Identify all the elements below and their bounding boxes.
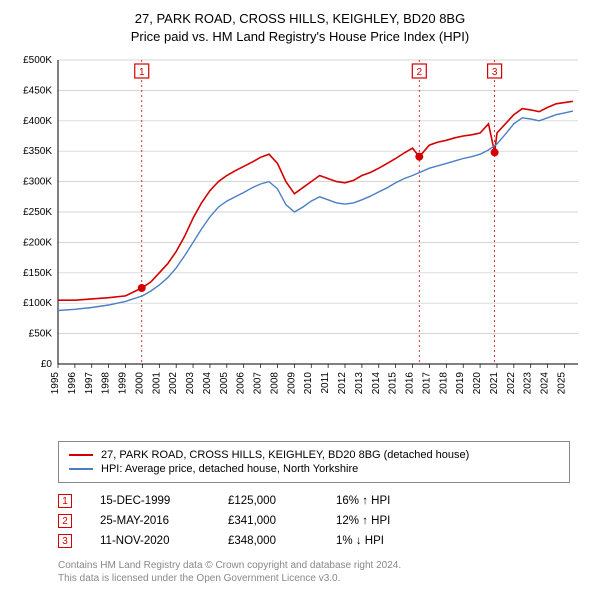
- legend-label: HPI: Average price, detached house, Nort…: [101, 463, 358, 475]
- marker-row-delta: 12% ↑ HPI: [336, 515, 426, 527]
- svg-text:1996: 1996: [67, 372, 78, 395]
- svg-text:2010: 2010: [303, 372, 314, 395]
- svg-text:£200K: £200K: [23, 238, 52, 249]
- svg-text:1995: 1995: [50, 372, 61, 395]
- svg-text:2006: 2006: [236, 372, 247, 395]
- marker-dot: [415, 153, 423, 161]
- svg-text:2001: 2001: [151, 372, 162, 395]
- legend-label: 27, PARK ROAD, CROSS HILLS, KEIGHLEY, BD…: [101, 449, 469, 461]
- marker-row-number: 3: [58, 534, 72, 548]
- svg-text:2011: 2011: [320, 372, 331, 394]
- footer: Contains HM Land Registry data © Crown c…: [58, 559, 570, 585]
- svg-text:2003: 2003: [185, 372, 196, 395]
- marker-row: 3 11-NOV-2020 £348,000 1% ↓ HPI: [58, 531, 570, 551]
- marker-row-delta: 1% ↓ HPI: [336, 535, 426, 547]
- svg-text:2009: 2009: [286, 372, 297, 395]
- svg-text:2024: 2024: [540, 372, 551, 395]
- svg-text:2015: 2015: [388, 372, 399, 395]
- svg-text:2016: 2016: [405, 372, 416, 395]
- svg-text:£450K: £450K: [23, 86, 52, 97]
- svg-text:£150K: £150K: [23, 268, 52, 279]
- legend-swatch: [69, 468, 93, 470]
- chart: £0 £50K £100K £150K £200K £250K £300K £350K £400…: [10, 52, 590, 435]
- marker-dot: [138, 284, 146, 292]
- footer-line-2: This data is licensed under the Open Gov…: [58, 572, 570, 585]
- marker-row-date: 11-NOV-2020: [100, 535, 200, 547]
- svg-text:2013: 2013: [354, 372, 365, 395]
- marker-box-number: 2: [417, 67, 423, 78]
- legend-swatch: [69, 454, 93, 456]
- svg-text:2022: 2022: [506, 372, 517, 395]
- svg-text:2000: 2000: [134, 372, 145, 395]
- marker-row-price: £341,000: [228, 515, 308, 527]
- root: 27, PARK ROAD, CROSS HILLS, KEIGHLEY, BD…: [0, 0, 600, 590]
- legend-row: HPI: Average price, detached house, Nort…: [69, 462, 559, 476]
- svg-text:2023: 2023: [523, 372, 534, 395]
- title-line-1: 27, PARK ROAD, CROSS HILLS, KEIGHLEY, BD…: [10, 10, 590, 28]
- svg-text:1997: 1997: [84, 372, 95, 395]
- svg-text:1998: 1998: [101, 372, 112, 395]
- legend-row: 27, PARK ROAD, CROSS HILLS, KEIGHLEY, BD…: [69, 448, 559, 462]
- marker-row-delta: 16% ↑ HPI: [336, 495, 426, 507]
- svg-text:2008: 2008: [269, 372, 280, 395]
- svg-text:2014: 2014: [371, 372, 382, 395]
- svg-text:2012: 2012: [337, 372, 348, 395]
- svg-text:£0: £0: [41, 359, 53, 370]
- svg-text:£100K: £100K: [23, 299, 52, 310]
- svg-text:2021: 2021: [489, 372, 500, 395]
- marker-row-date: 25-MAY-2016: [100, 515, 200, 527]
- marker-box-number: 1: [139, 67, 145, 78]
- marker-row: 1 15-DEC-1999 £125,000 16% ↑ HPI: [58, 491, 570, 511]
- svg-text:2002: 2002: [168, 372, 179, 395]
- chart-svg: £0 £50K £100K £150K £200K £250K £300K £350K £400…: [10, 52, 590, 412]
- marker-dot: [491, 149, 499, 157]
- svg-text:£300K: £300K: [23, 177, 52, 188]
- svg-text:2004: 2004: [202, 372, 213, 395]
- footer-line-1: Contains HM Land Registry data © Crown c…: [58, 559, 570, 572]
- marker-table: 1 15-DEC-1999 £125,000 16% ↑ HPI 2 25-MAY-201…: [58, 491, 570, 551]
- svg-text:2025: 2025: [556, 372, 567, 395]
- svg-text:£350K: £350K: [23, 147, 52, 158]
- svg-text:2020: 2020: [472, 372, 483, 395]
- svg-text:2017: 2017: [421, 372, 432, 395]
- marker-row-price: £125,000: [228, 495, 308, 507]
- title-line-2: Price paid vs. HM Land Registry's House …: [10, 28, 590, 46]
- marker-row-date: 15-DEC-1999: [100, 495, 200, 507]
- svg-text:2005: 2005: [219, 372, 230, 395]
- svg-text:2018: 2018: [438, 372, 449, 395]
- svg-text:£250K: £250K: [23, 207, 52, 218]
- title-block: 27, PARK ROAD, CROSS HILLS, KEIGHLEY, BD…: [10, 10, 590, 46]
- svg-text:2019: 2019: [455, 372, 466, 395]
- svg-text:£50K: £50K: [29, 329, 53, 340]
- svg-text:2007: 2007: [253, 372, 264, 395]
- legend: 27, PARK ROAD, CROSS HILLS, KEIGHLEY, BD…: [58, 441, 570, 483]
- marker-box-number: 3: [492, 67, 498, 78]
- marker-row: 2 25-MAY-2016 £341,000 12% ↑ HPI: [58, 511, 570, 531]
- marker-row-price: £348,000: [228, 535, 308, 547]
- svg-text:£400K: £400K: [23, 116, 52, 127]
- svg-text:£500K: £500K: [23, 55, 52, 66]
- svg-text:1999: 1999: [118, 372, 129, 395]
- marker-row-number: 1: [58, 494, 72, 508]
- marker-row-number: 2: [58, 514, 72, 528]
